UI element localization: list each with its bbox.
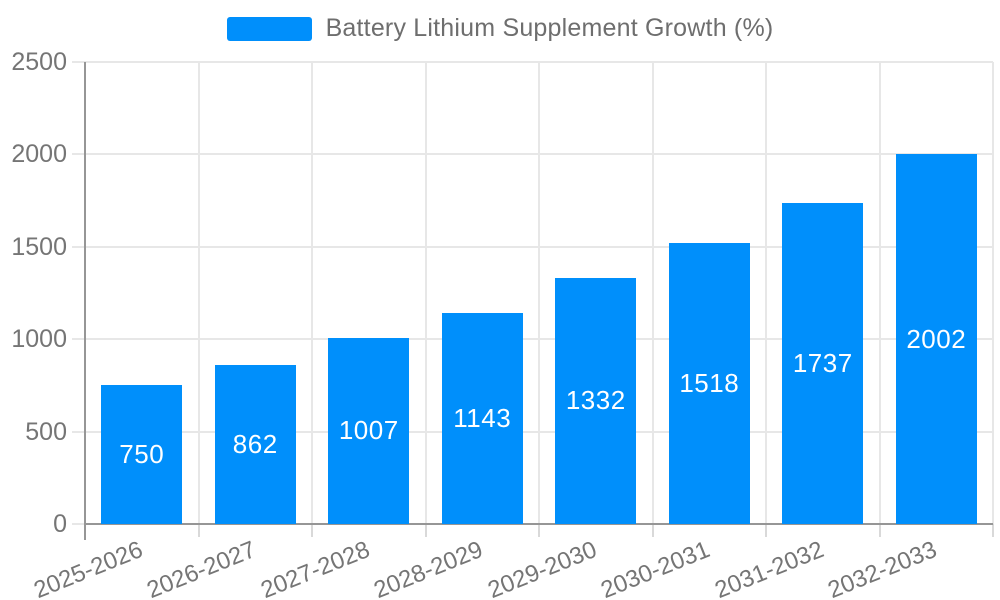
x-gridline — [197, 62, 200, 524]
legend-item[interactable]: Battery Lithium Supplement Growth (%) — [226, 14, 774, 43]
y-axis-label: 500 — [25, 417, 67, 446]
bar-value-label: 1332 — [565, 385, 626, 416]
x-axis-line — [85, 523, 993, 525]
bar[interactable]: 1143 — [441, 312, 523, 524]
bar-value-label: 862 — [232, 428, 278, 459]
x-gridline — [311, 62, 313, 524]
x-axis-label: 2025-2026 — [30, 536, 147, 600]
x-gridline — [992, 62, 994, 524]
x-gridline — [878, 62, 881, 524]
x-axis-label: 2032-2033 — [824, 536, 942, 600]
x-axis-tick — [992, 524, 994, 537]
legend-label: Battery Lithium Supplement Growth (%) — [325, 14, 774, 42]
x-axis-label: 2027-2028 — [257, 536, 374, 600]
bar[interactable]: 1737 — [782, 203, 864, 524]
x-axis-label: 2026-2027 — [143, 536, 261, 600]
bar-value-label: 1143 — [453, 402, 512, 433]
y-axis-label: 1000 — [11, 325, 67, 354]
y-axis-label: 0 — [53, 510, 67, 538]
x-axis-tick — [538, 524, 540, 537]
bar[interactable]: 862 — [214, 364, 296, 524]
bar-value-label: 2002 — [906, 323, 967, 354]
y-axis-tick — [72, 61, 85, 63]
bar[interactable]: 2002 — [895, 154, 977, 524]
x-axis-label: 2030-2031 — [597, 536, 715, 600]
bar-value-label: 1007 — [338, 415, 399, 446]
legend-marker — [226, 16, 312, 41]
y-axis-tick — [72, 338, 85, 341]
y-axis-tick — [72, 153, 85, 156]
bar[interactable]: 1007 — [328, 337, 410, 524]
bar[interactable]: 1332 — [555, 277, 637, 524]
bar-value-label: 750 — [119, 439, 165, 470]
x-axis-tick — [651, 524, 654, 537]
x-axis-tick — [311, 524, 313, 537]
y-axis-tick — [72, 523, 85, 525]
bar-value-label: 1518 — [679, 368, 740, 399]
x-axis-tick — [197, 524, 200, 537]
x-axis-tick — [424, 524, 427, 537]
legend: Battery Lithium Supplement Growth (%) — [0, 14, 1000, 43]
y-axis-label: 2000 — [11, 140, 67, 169]
y-axis-tick — [72, 430, 85, 433]
x-axis-tick — [878, 524, 881, 537]
x-axis-label: 2031-2032 — [711, 536, 828, 600]
bar[interactable]: 750 — [101, 385, 183, 524]
y-axis-label: 1500 — [11, 232, 67, 261]
y-axis-label: 2500 — [11, 48, 67, 76]
x-axis-label: 2029-2030 — [484, 536, 601, 600]
y-axis-tick — [72, 245, 85, 248]
y-axis-line — [84, 62, 86, 540]
bar-value-label: 1737 — [792, 347, 853, 378]
x-gridline — [651, 62, 654, 524]
bar[interactable]: 1518 — [668, 243, 750, 524]
x-gridline — [538, 62, 540, 524]
x-axis-label: 2028-2029 — [370, 536, 488, 600]
x-axis-tick — [765, 524, 767, 537]
x-gridline — [765, 62, 767, 524]
x-gridline — [424, 62, 427, 524]
